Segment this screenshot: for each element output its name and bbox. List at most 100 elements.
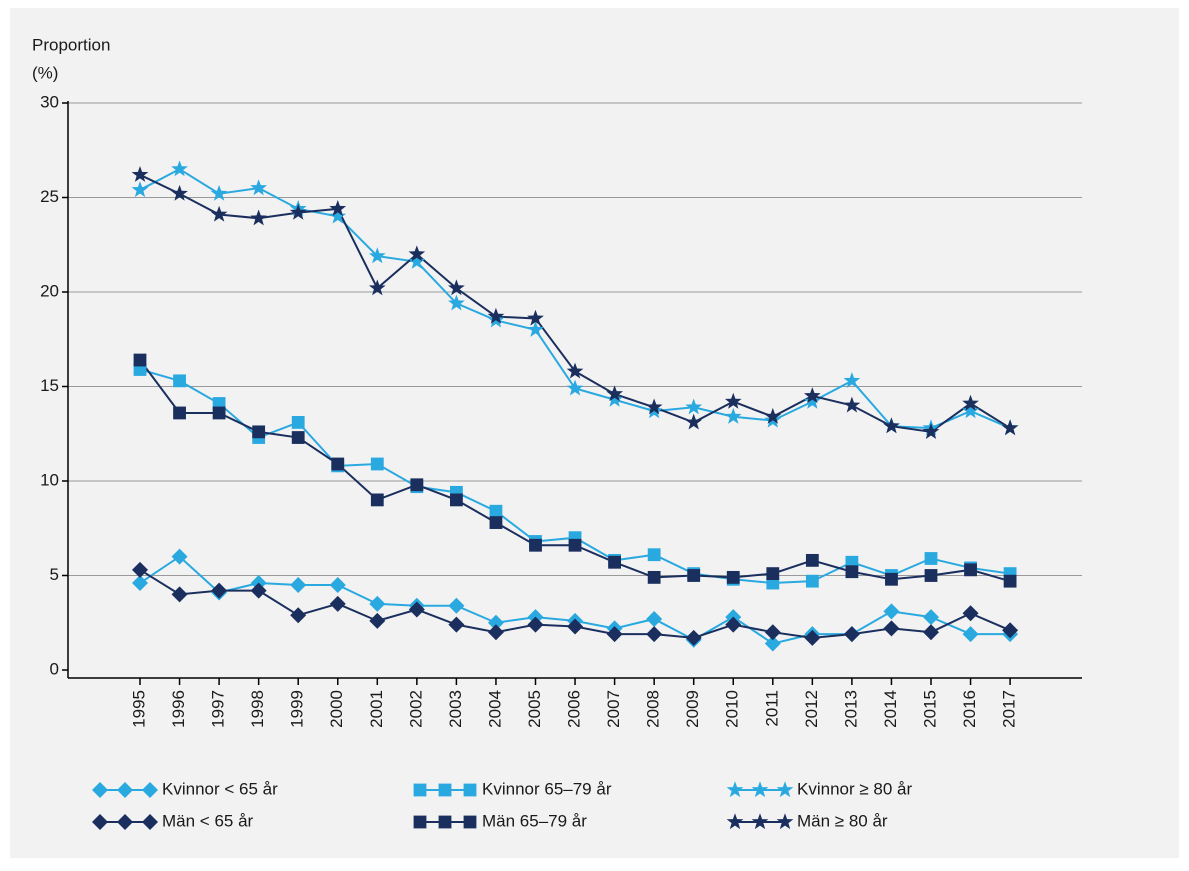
data-point [764, 624, 781, 641]
x-tick-label: 1998 [248, 690, 267, 728]
x-tick-label: 2004 [485, 690, 504, 728]
data-point [923, 624, 939, 641]
legend-marker [751, 813, 769, 830]
data-point [608, 555, 621, 569]
data-point [685, 398, 703, 415]
data-point [606, 626, 623, 643]
data-point [290, 576, 307, 593]
x-tick-label: 2001 [367, 690, 386, 728]
data-point [369, 595, 386, 612]
data-point [962, 394, 979, 411]
data-point [964, 563, 977, 577]
x-tick-label: 2002 [406, 690, 425, 728]
data-point [291, 431, 305, 444]
x-tick-label: 2015 [920, 690, 939, 728]
legend-label: Män ≥ 80 år [797, 811, 888, 830]
data-point [489, 504, 503, 518]
data-point [646, 626, 663, 643]
data-point [210, 184, 228, 201]
x-tick-label: 1996 [169, 690, 188, 728]
legend-marker [413, 783, 427, 797]
data-point [329, 595, 346, 612]
data-point [131, 166, 149, 182]
data-point [291, 416, 305, 429]
data-point [566, 362, 584, 379]
data-point [329, 207, 347, 224]
data-point [724, 392, 742, 409]
data-point [369, 612, 386, 629]
data-point [724, 407, 742, 424]
legend-marker [142, 814, 158, 830]
data-point [370, 493, 384, 507]
data-point [448, 597, 465, 614]
data-point [132, 575, 148, 592]
data-point [962, 402, 979, 419]
data-point [487, 307, 505, 324]
data-point [923, 609, 939, 626]
data-point [331, 457, 345, 471]
data-point [568, 538, 582, 552]
data-point [647, 570, 661, 584]
data-point [883, 620, 900, 637]
x-tick-label: 2007 [604, 690, 623, 728]
data-point [685, 629, 702, 646]
legend-marker [92, 782, 108, 798]
legend-marker [92, 814, 108, 830]
data-point [171, 586, 188, 603]
data-point [173, 406, 186, 420]
data-point [885, 572, 898, 586]
data-point [566, 379, 584, 396]
data-point [687, 569, 701, 582]
data-point [725, 616, 742, 633]
data-point [527, 309, 544, 326]
legend-marker [438, 783, 452, 797]
data-point [487, 624, 504, 641]
legend-marker [463, 783, 477, 797]
data-point [805, 553, 819, 567]
data-point [764, 635, 781, 652]
data-point [131, 181, 149, 198]
legend-marker [142, 782, 158, 798]
data-point [368, 279, 386, 296]
data-point [448, 616, 465, 633]
data-point [804, 392, 821, 409]
data-point [924, 569, 938, 582]
data-point [368, 247, 386, 264]
y-tick-label: 15 [40, 376, 59, 395]
data-point [1002, 622, 1019, 639]
data-point [645, 398, 663, 415]
data-point [527, 321, 544, 337]
data-point [843, 626, 860, 643]
legend-label: Män < 65 år [162, 811, 254, 830]
x-tick-label: 2010 [723, 690, 742, 728]
data-point [252, 425, 266, 439]
data-point [410, 478, 424, 492]
data-point [764, 407, 782, 424]
x-tick-label: 2011 [762, 690, 781, 727]
x-tick-label: 2013 [841, 690, 860, 728]
legend-marker [117, 814, 133, 830]
x-tick-label: 2005 [525, 690, 544, 728]
data-point [922, 423, 940, 439]
x-tick-label: 2017 [1000, 690, 1019, 728]
data-point [1001, 419, 1019, 436]
legend-marker [751, 781, 769, 798]
data-point [805, 574, 819, 588]
data-point [606, 385, 623, 402]
data-point [210, 205, 228, 222]
x-tick-label: 2000 [327, 690, 346, 728]
legend-marker [463, 815, 477, 829]
data-point [726, 570, 740, 584]
y-tick-label: 0 [50, 659, 59, 678]
legend-marker [776, 813, 794, 830]
data-point [329, 200, 347, 216]
data-point [567, 618, 584, 635]
x-tick-label: 1995 [129, 690, 148, 728]
data-point [448, 294, 465, 311]
y-tick-label: 20 [40, 281, 59, 300]
data-point [132, 561, 148, 578]
data-point [529, 538, 542, 552]
legend-marker [726, 813, 744, 830]
data-point [527, 616, 544, 633]
data-point [845, 565, 859, 579]
